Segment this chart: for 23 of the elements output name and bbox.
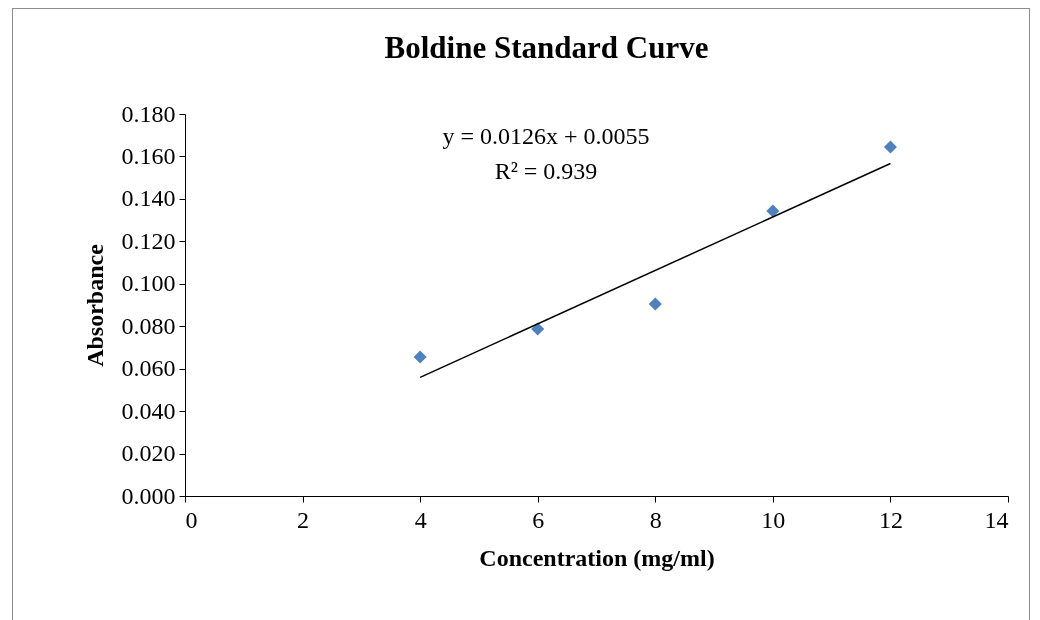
annotation: y = 0.0126x + 0.0055	[442, 123, 650, 149]
x-tick-label: 8	[649, 506, 662, 533]
x-axis-title: Concentration (mg/ml)	[479, 544, 715, 571]
y-tick-label: 0.040	[121, 397, 176, 424]
y-tick-label: 0.060	[121, 355, 176, 382]
y-tick-label: 0.180	[121, 100, 176, 127]
x-tick-label: 2	[297, 506, 310, 533]
y-tick-label: 0.100	[121, 270, 176, 297]
y-tick-label: 0.120	[121, 227, 176, 254]
x-tick-label: 0	[185, 506, 198, 533]
y-tick-label: 0.080	[121, 312, 176, 339]
annotation: R² = 0.939	[494, 158, 598, 184]
x-tick-label: 4	[414, 506, 427, 533]
y-tick-label: 0.000	[121, 482, 176, 509]
y-tick-label: 0.020	[121, 440, 176, 467]
y-axis-title: Absorbance	[81, 243, 108, 367]
x-tick-label: 10	[761, 506, 786, 533]
chart-title: Boldine Standard Curve	[384, 30, 709, 65]
y-tick-label: 0.140	[121, 185, 176, 212]
x-tick-label: 12	[878, 506, 903, 533]
y-tick-label: 0.160	[121, 142, 176, 169]
x-tick-label: 6	[532, 506, 545, 533]
x-tick-label: 14	[984, 506, 1009, 533]
